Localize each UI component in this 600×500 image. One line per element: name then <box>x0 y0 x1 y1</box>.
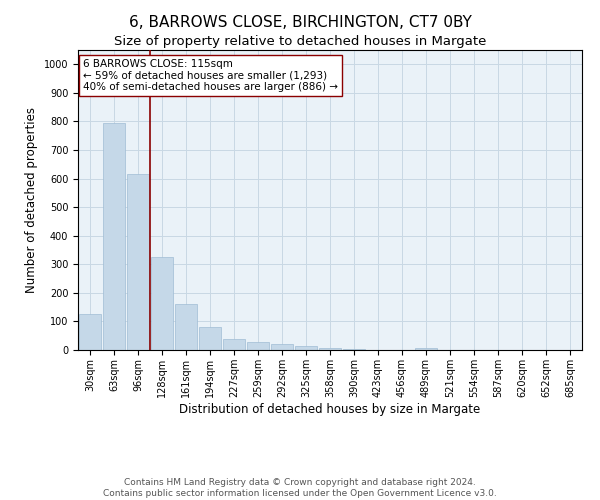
Bar <box>79 314 101 350</box>
Bar <box>223 338 245 350</box>
Bar <box>415 348 437 350</box>
Bar <box>319 348 341 350</box>
Text: 6, BARROWS CLOSE, BIRCHINGTON, CT7 0BY: 6, BARROWS CLOSE, BIRCHINGTON, CT7 0BY <box>128 15 472 30</box>
Text: Size of property relative to detached houses in Margate: Size of property relative to detached ho… <box>114 35 486 48</box>
Bar <box>295 346 317 350</box>
Bar <box>199 327 221 350</box>
Y-axis label: Number of detached properties: Number of detached properties <box>25 107 38 293</box>
Bar <box>175 304 197 350</box>
X-axis label: Distribution of detached houses by size in Margate: Distribution of detached houses by size … <box>179 402 481 415</box>
Bar <box>271 344 293 350</box>
Bar <box>151 257 173 350</box>
Text: Contains HM Land Registry data © Crown copyright and database right 2024.
Contai: Contains HM Land Registry data © Crown c… <box>103 478 497 498</box>
Bar <box>127 174 149 350</box>
Text: 6 BARROWS CLOSE: 115sqm
← 59% of detached houses are smaller (1,293)
40% of semi: 6 BARROWS CLOSE: 115sqm ← 59% of detache… <box>83 59 338 92</box>
Bar <box>103 123 125 350</box>
Bar <box>247 342 269 350</box>
